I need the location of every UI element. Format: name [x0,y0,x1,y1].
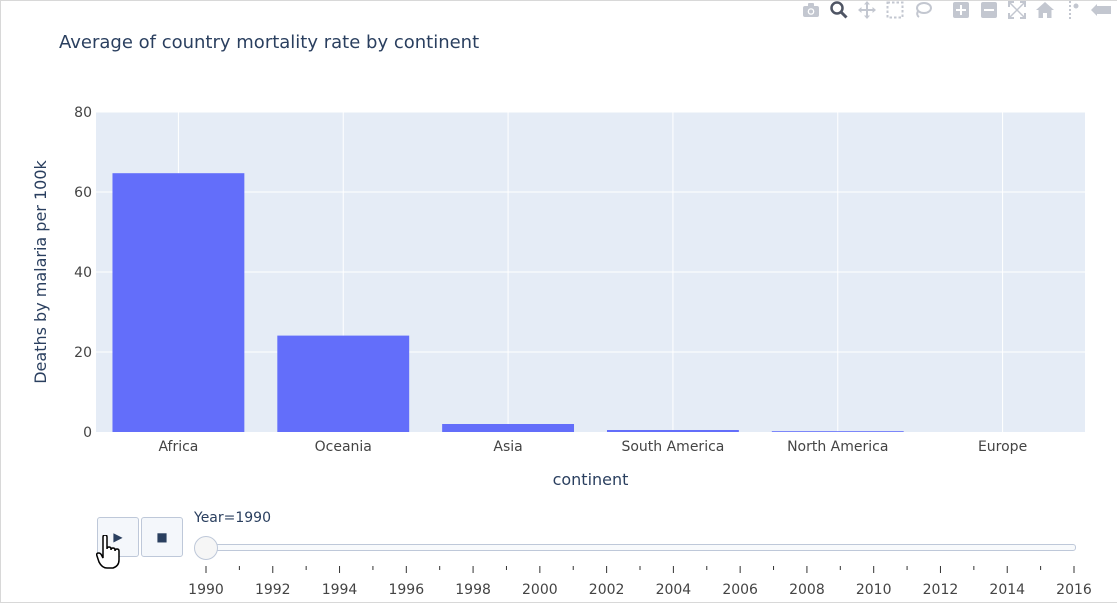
y-axis-title: Deaths by malaria per 100k [31,160,50,384]
slider-tick-label[interactable]: 2006 [722,582,758,598]
x-tick-label: Europe [978,439,1027,455]
y-tick-label: 20 [74,345,92,361]
bar-north-america[interactable] [771,431,904,432]
x-axis-title: continent [553,470,629,489]
slider-tick-label[interactable]: 1998 [455,582,491,598]
bar-south-america[interactable] [606,430,739,432]
x-tick-label: Africa [158,439,198,455]
slider-current-value: Year=1990 [194,510,271,526]
year-slider-handle[interactable] [194,536,218,560]
slider-ticks [205,566,1075,573]
zoom-in-icon[interactable] [950,0,972,20]
play-button[interactable]: ▶ [97,517,139,557]
slider-tick-label[interactable]: 1992 [255,582,291,598]
stop-button[interactable]: ■ [141,517,183,557]
home-icon[interactable] [1034,0,1056,20]
slider-tick-label[interactable]: 1994 [322,582,358,598]
slider-tick-label[interactable]: 1996 [388,582,424,598]
hover-compare-icon[interactable] [1090,0,1112,20]
slider-tick-labels: 1990 1992 1994 1996 1998 2000 2002 2004 2006 2008… [188,582,1092,598]
x-tick-label: Oceania [315,439,372,455]
x-tick-labels: Africa Oceania Asia South America North Amer… [158,439,1027,455]
y-tick-label: 40 [74,265,92,281]
slider-tick-label[interactable]: 2012 [923,582,959,598]
x-tick-label: Asia [493,439,522,455]
bar-asia[interactable] [442,424,575,432]
slider-tick-label[interactable]: 2008 [789,582,825,598]
slider-tick-label[interactable]: 2000 [522,582,558,598]
spike-lines-icon[interactable] [1062,0,1084,20]
y-tick-label: 80 [74,105,92,121]
animation-controls: ▶ ■ [97,517,183,557]
x-tick-label: South America [621,439,724,455]
x-tick-label: North America [787,439,888,455]
autoscale-icon[interactable] [1006,0,1028,20]
zoom-icon[interactable] [828,0,850,20]
lasso-icon[interactable] [912,0,934,20]
y-tick-label: 0 [83,425,92,441]
slider-tick-label[interactable]: 2010 [856,582,892,598]
pan-icon[interactable] [856,0,878,20]
slider-tick-label[interactable]: 2004 [656,582,692,598]
gridlines [96,111,1085,432]
slider-tick-label[interactable]: 2016 [1056,582,1092,598]
camera-icon[interactable] [800,0,822,20]
box-select-icon[interactable] [884,0,906,20]
chart-title: Average of country mortality rate by con… [59,32,480,53]
bar-africa[interactable] [112,173,245,432]
zoom-out-icon[interactable] [978,0,1000,20]
slider-tick-label[interactable]: 2014 [989,582,1025,598]
bars [112,173,904,432]
year-slider-rail[interactable] [205,544,1076,551]
slider-tick-label[interactable]: 2002 [589,582,625,598]
modebar [800,0,1112,20]
y-tick-label: 60 [74,185,92,201]
slider-tick-label[interactable]: 1990 [188,582,224,598]
bar-oceania[interactable] [277,335,410,432]
y-tick-labels: 0 20 40 60 80 [74,105,92,441]
